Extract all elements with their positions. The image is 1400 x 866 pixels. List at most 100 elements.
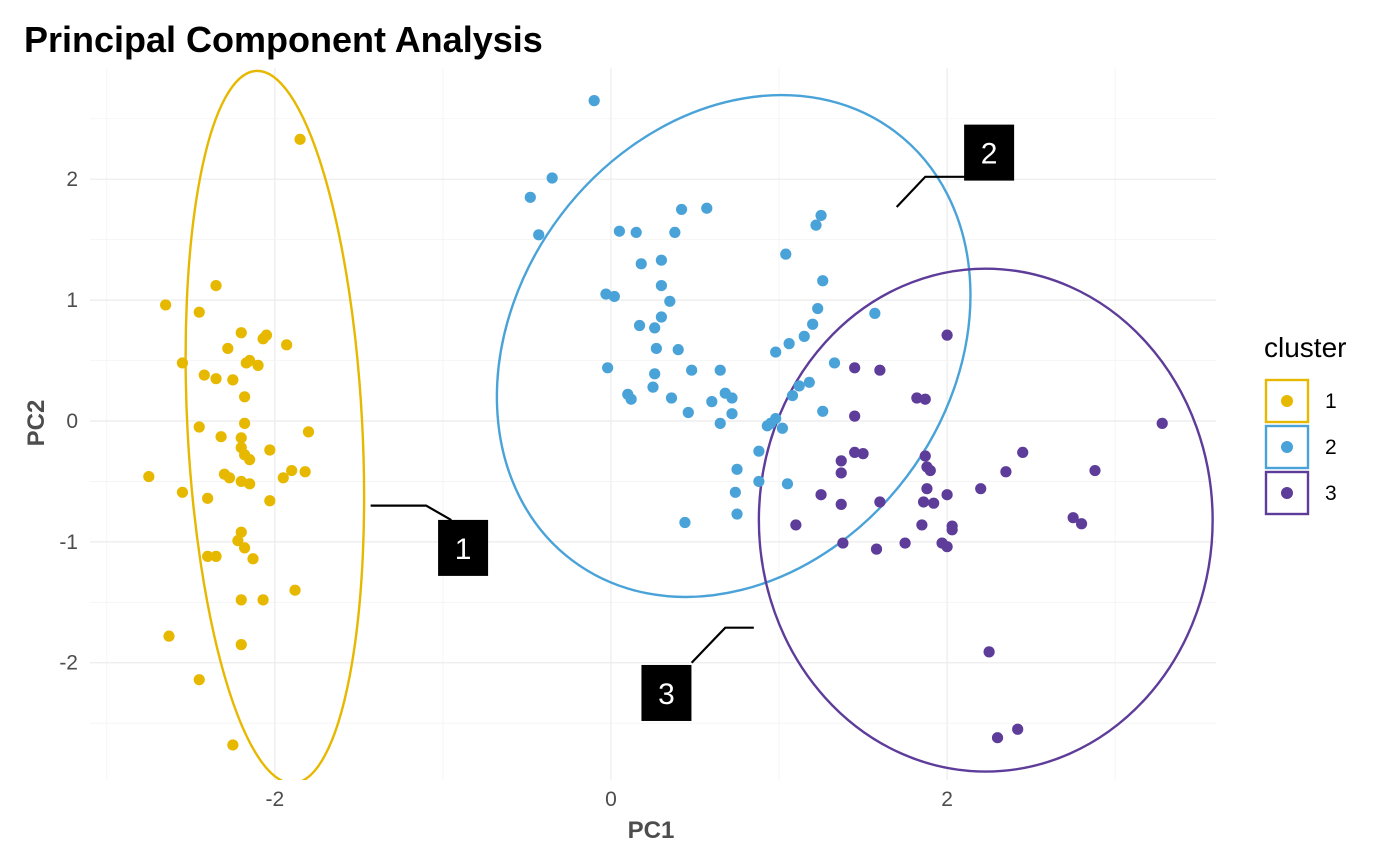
cluster-1-point (193, 421, 205, 433)
legend-key-dot (1281, 487, 1293, 499)
cluster-3-point (917, 496, 930, 508)
cluster-3-point (919, 450, 931, 462)
cluster-2-point (761, 420, 773, 432)
x-tick-label: -2 (266, 788, 285, 811)
cluster-3-point (835, 498, 847, 510)
cluster-2-point (682, 406, 694, 419)
cluster-2-point (613, 225, 625, 237)
cluster-3-leader-line (690, 626, 754, 664)
cluster-2-point (655, 311, 668, 323)
cluster-2-point (753, 475, 765, 488)
cluster-2-point (546, 172, 558, 184)
cluster-2-point (608, 290, 620, 303)
cluster-2-point (686, 364, 698, 376)
cluster-1-point (302, 426, 315, 438)
y-tick-label: 1 (66, 289, 78, 312)
cluster-1-point (247, 553, 259, 565)
cluster-3-point (941, 489, 953, 501)
cluster-2-point (815, 209, 827, 222)
cluster-2-point (655, 279, 668, 292)
cluster-1-point (235, 526, 247, 538)
cluster-1-point (198, 369, 210, 381)
cluster-1-point (235, 594, 247, 606)
cluster-2-point (714, 364, 726, 376)
cluster-3-point (941, 329, 953, 341)
legend-item-2: 2 (1264, 424, 1337, 470)
x-tick-label: 2 (941, 788, 953, 811)
cluster-3-point (790, 519, 802, 531)
cluster-2-point (753, 445, 765, 457)
cluster-label-boxes: 1 2 3 (370, 124, 1015, 721)
cluster-1-point (176, 357, 189, 369)
cluster-2-point (780, 248, 792, 260)
cluster-2-point (664, 295, 676, 307)
cluster-3-point (946, 524, 958, 536)
cluster-2-point (600, 288, 612, 300)
cluster-2-point (647, 381, 659, 393)
cluster-1-point (210, 550, 222, 562)
cluster-3-point (911, 392, 923, 404)
cluster-2-point (625, 393, 637, 405)
cluster-2-point (669, 226, 681, 239)
legend-item-3: 3 (1264, 470, 1337, 516)
cluster-1-point (244, 454, 256, 466)
cluster-3-point (835, 467, 847, 479)
cluster-2-point (524, 191, 536, 203)
legend-label: 1 (1325, 390, 1337, 413)
chart-title: Principal Component Analysis (24, 19, 543, 60)
cluster-3-point (837, 537, 849, 549)
cluster-2-point (807, 318, 819, 330)
cluster-3-point (815, 489, 827, 501)
cluster-1-point (210, 373, 222, 385)
cluster-3-point (975, 483, 987, 495)
cluster-1-point (215, 431, 227, 443)
cluster-1-point (202, 550, 214, 562)
cluster-2-point (588, 95, 600, 107)
cluster-2-label-text: 2 (981, 138, 998, 171)
cluster-1-point (299, 466, 311, 478)
cluster-2-label-box (964, 124, 1015, 181)
axis-tick-labels: -2 0 2 -2 -1 0 1 2 (59, 168, 953, 811)
cluster-2-point (665, 392, 678, 404)
cluster-3-point (1067, 512, 1079, 524)
cluster-2-point (701, 202, 713, 214)
cluster-2-point (786, 389, 799, 402)
cluster-ellipses (184, 69, 1214, 780)
cluster-1-label-text: 1 (455, 533, 472, 566)
cluster-3-point (941, 541, 953, 553)
cluster-3-point (919, 393, 931, 405)
cluster-1-point (252, 359, 264, 371)
cluster-1-label-box (438, 519, 489, 576)
cluster-2-point (798, 330, 810, 342)
cluster-1-point (223, 472, 236, 484)
data-points (143, 95, 1168, 751)
cluster-2-point (650, 342, 662, 355)
cluster-2-point (731, 463, 743, 475)
cluster-1-point (239, 391, 251, 403)
cluster-3-point (924, 464, 936, 477)
cluster-3-point (1000, 466, 1012, 478)
cluster-2-leader-line (895, 175, 968, 208)
cluster-2-point (675, 203, 688, 216)
cluster-3-point (1156, 417, 1168, 429)
cluster-2-point (817, 405, 829, 417)
cluster-1-point (239, 542, 251, 554)
legend-title: cluster (1264, 332, 1346, 363)
legend-label: 3 (1325, 482, 1337, 505)
cluster-2-point (793, 380, 805, 392)
cluster-3-point (1089, 464, 1101, 477)
cluster-3-point (1012, 723, 1024, 735)
cluster-1-point (264, 495, 276, 507)
cluster-1-point (289, 584, 301, 596)
cluster-3-point (874, 364, 886, 376)
cluster-3-point (916, 519, 928, 531)
cluster-2-point (706, 396, 718, 408)
cluster-2-point (869, 307, 881, 319)
cluster-1-point (257, 594, 269, 606)
cluster-3-point (983, 646, 995, 658)
cluster-1-point (193, 674, 205, 686)
cluster-1-point (227, 739, 239, 751)
legend-item-1: 1 (1264, 378, 1337, 424)
y-axis-title: PC2 (23, 400, 50, 447)
